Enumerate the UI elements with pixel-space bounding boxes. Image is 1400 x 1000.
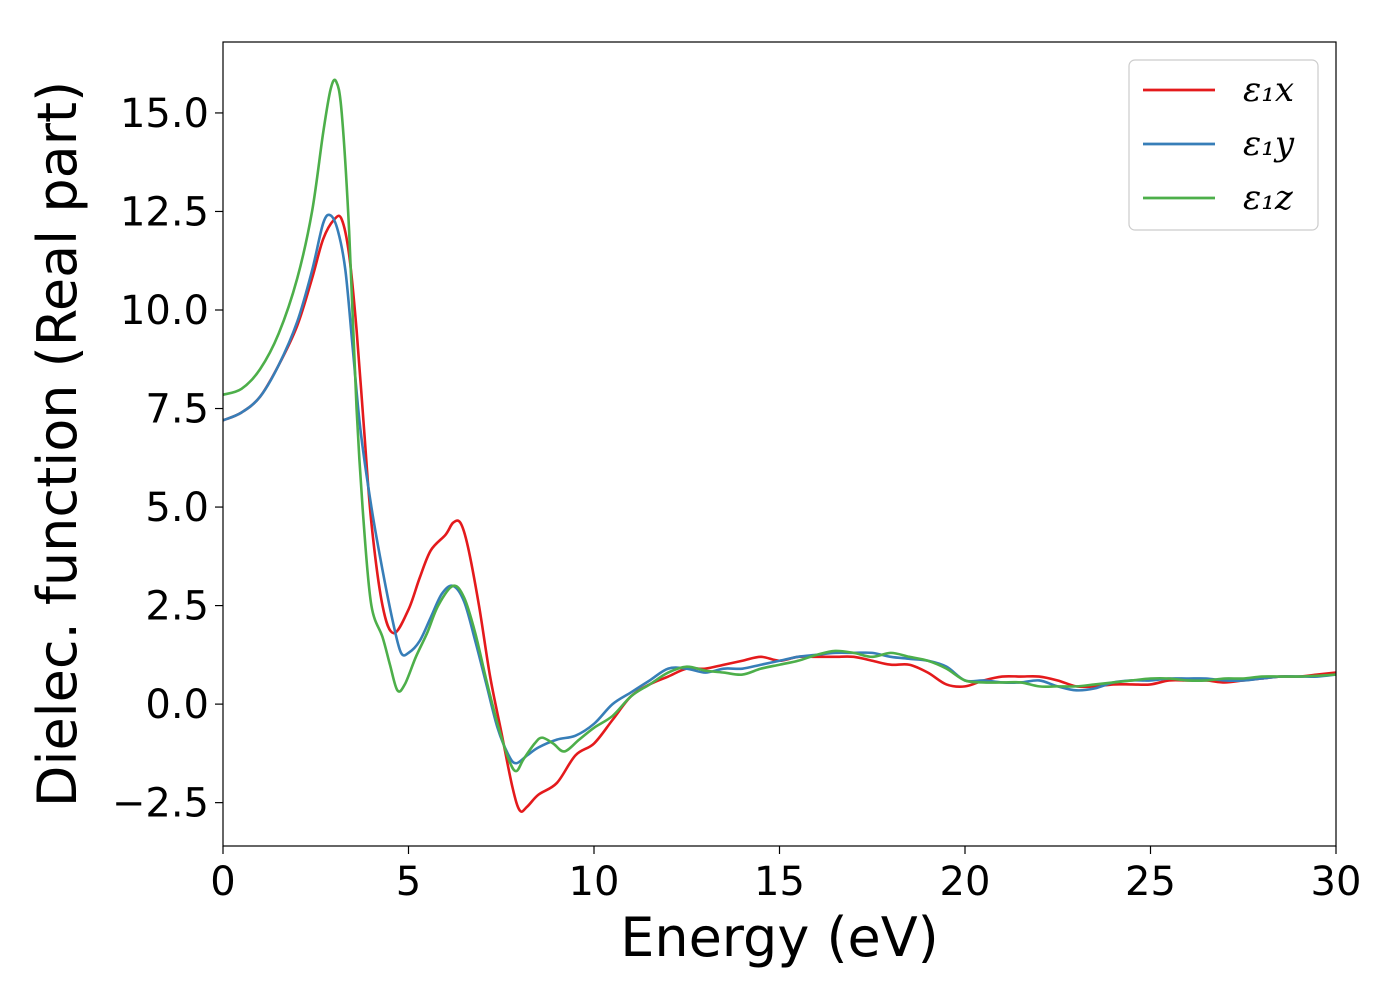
x-axis: 0 5 10 15 20 25 30 bbox=[210, 846, 1361, 905]
legend-label: ε₁x bbox=[1243, 70, 1294, 110]
x-tick-label: 0 bbox=[210, 859, 235, 905]
x-tick-label: 5 bbox=[396, 859, 421, 905]
y-axis-title: Dielec. function (Real part) bbox=[26, 81, 89, 807]
y-tick-label: −2.5 bbox=[112, 781, 209, 827]
x-tick-label: 30 bbox=[1311, 859, 1362, 905]
series-line-3 bbox=[223, 78, 1336, 773]
x-tick-label: 25 bbox=[1125, 859, 1176, 905]
y-axis: −2.5 0.0 2.5 5.0 7.5 10.0 12.5 15.0 bbox=[112, 91, 223, 827]
y-tick-label: 0.0 bbox=[145, 682, 209, 728]
x-tick-label: 20 bbox=[940, 859, 991, 905]
y-tick-label: 10.0 bbox=[120, 288, 209, 334]
series-line-1 bbox=[223, 214, 1336, 813]
y-tick-label: 12.5 bbox=[120, 189, 209, 235]
y-tick-label: 5.0 bbox=[145, 485, 209, 531]
legend-box bbox=[1128, 59, 1319, 231]
x-axis-title: Energy (eV) bbox=[620, 906, 939, 969]
y-tick-label: 7.5 bbox=[145, 387, 209, 433]
series-layer bbox=[223, 78, 1336, 813]
x-tick-label: 10 bbox=[569, 859, 620, 905]
legend-label: ε₁y bbox=[1243, 124, 1295, 164]
y-tick-label: 2.5 bbox=[145, 584, 209, 630]
y-tick-label: 15.0 bbox=[120, 91, 209, 137]
x-tick-label: 15 bbox=[754, 859, 805, 905]
legend: ε₁x ε₁y ε₁z bbox=[1128, 59, 1319, 231]
legend-label: ε₁z bbox=[1243, 178, 1294, 218]
